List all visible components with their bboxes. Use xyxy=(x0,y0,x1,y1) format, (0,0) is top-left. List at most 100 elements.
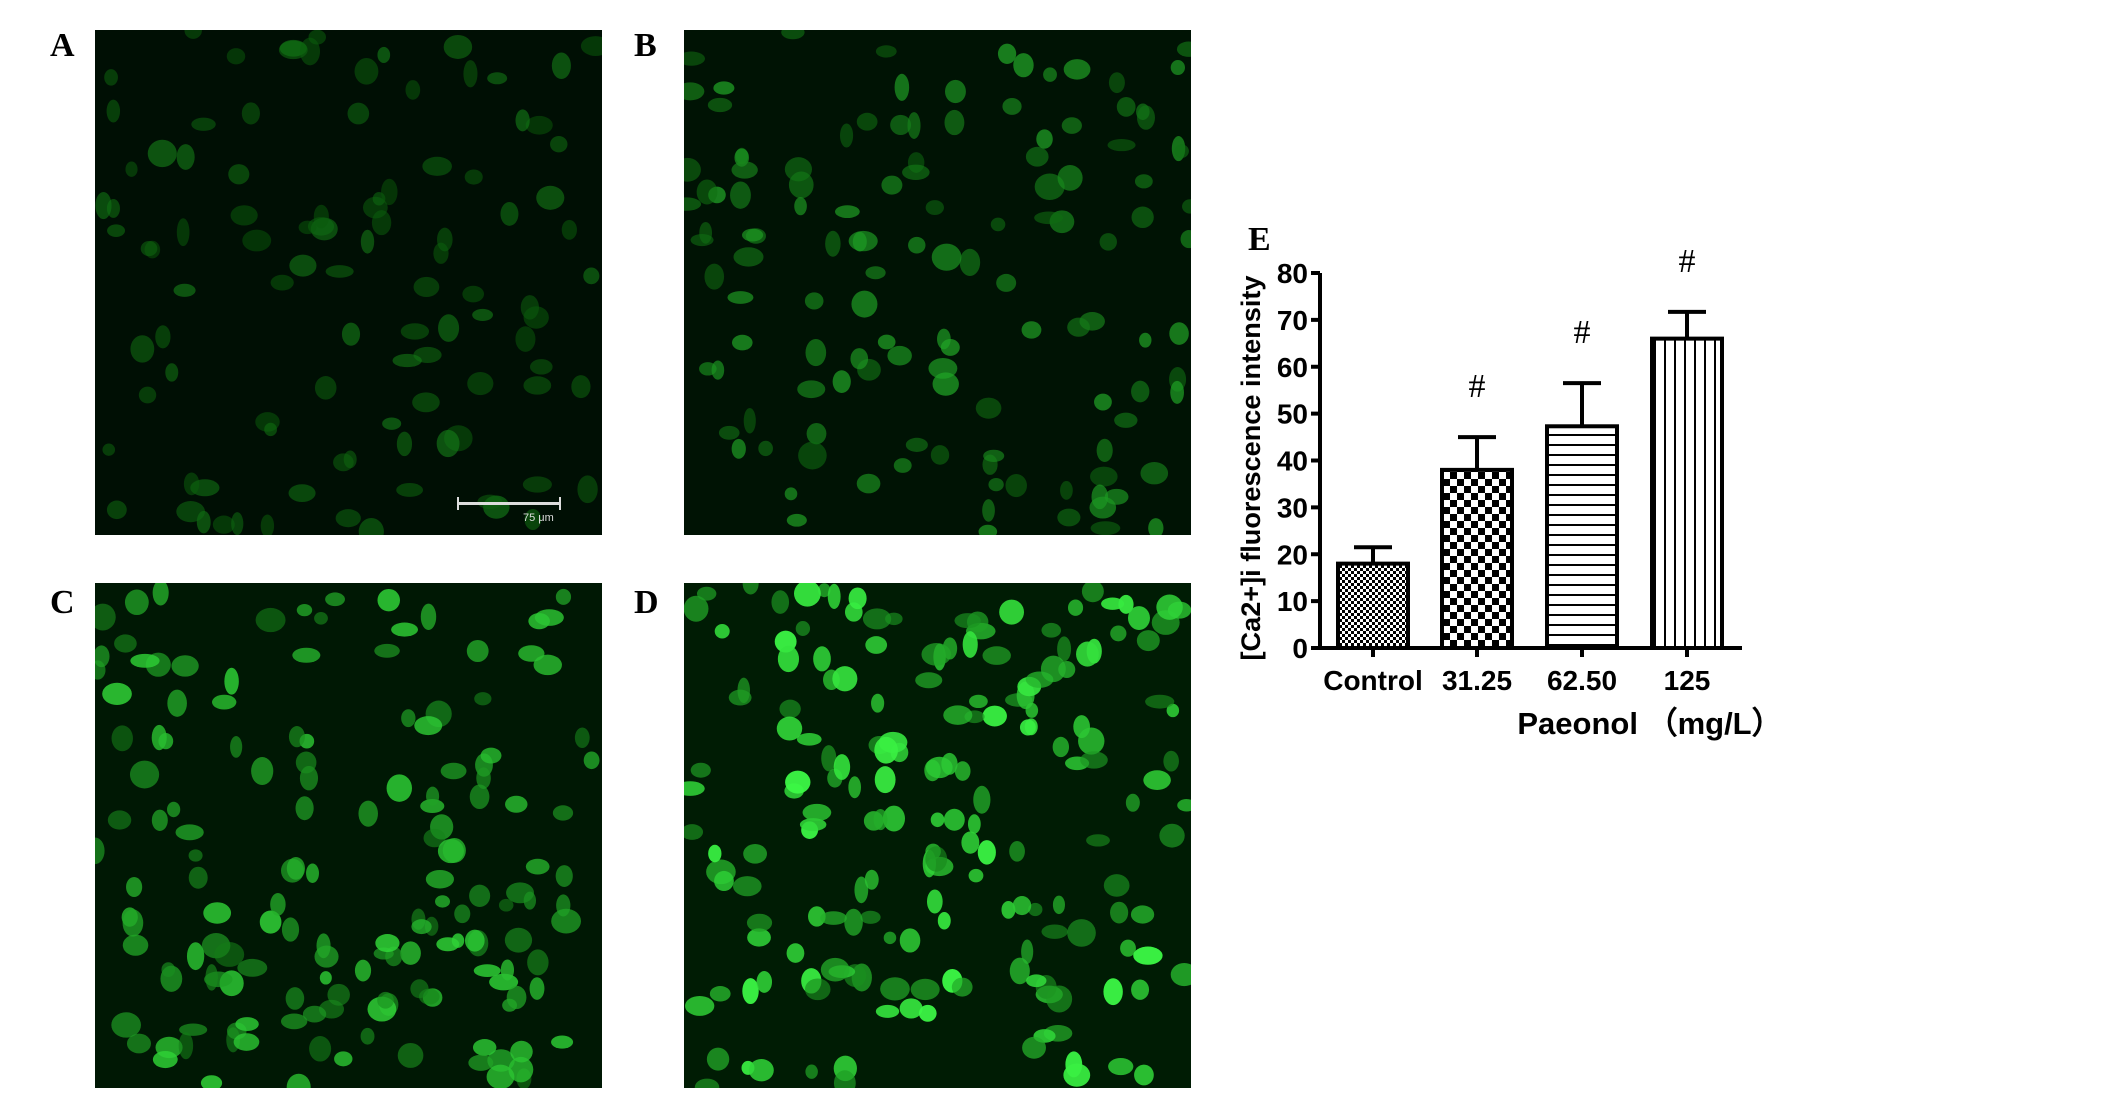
cell xyxy=(696,179,718,205)
cell xyxy=(527,949,549,976)
cell xyxy=(733,876,762,897)
cell xyxy=(1012,896,1032,916)
cell xyxy=(1099,233,1117,251)
cell xyxy=(176,501,206,523)
cell xyxy=(161,962,176,977)
cell xyxy=(684,824,704,840)
cell xyxy=(899,928,921,953)
cell xyxy=(1177,799,1191,812)
cell xyxy=(468,1054,494,1071)
cell xyxy=(882,805,906,832)
cell xyxy=(794,583,821,607)
cell xyxy=(241,102,260,125)
cell xyxy=(129,760,160,789)
y-tick-label: 0 xyxy=(1292,633,1308,664)
cell xyxy=(1133,946,1163,965)
cell xyxy=(1139,332,1152,348)
cell xyxy=(776,716,803,741)
cell xyxy=(905,437,928,452)
cell xyxy=(880,977,910,1001)
cell xyxy=(684,51,706,66)
cell xyxy=(411,919,432,935)
cell xyxy=(555,865,573,887)
x-tick-label: 125 xyxy=(1664,665,1711,696)
cell xyxy=(684,82,705,101)
bar-62.50 xyxy=(1545,424,1619,650)
cell xyxy=(873,808,888,831)
cell xyxy=(1156,594,1183,620)
cell xyxy=(1009,957,1030,985)
cell xyxy=(523,891,537,910)
cell xyxy=(848,230,878,252)
cell xyxy=(902,164,930,181)
cell xyxy=(1170,962,1191,987)
x-axis-label: Paeonol （mg/L） xyxy=(1517,706,1782,741)
cell xyxy=(231,512,244,535)
bar-chart: 0 10 20 30 40 50 60 70 80 Control 31.25 #62.50 #125 #… xyxy=(1240,243,1783,741)
cell xyxy=(298,220,317,235)
cell xyxy=(1067,317,1090,337)
cell xyxy=(551,908,582,934)
cell xyxy=(1166,703,1180,718)
cell xyxy=(200,1075,223,1088)
cell xyxy=(426,786,440,806)
cell xyxy=(1131,206,1154,229)
cell xyxy=(173,283,196,297)
cell xyxy=(400,323,430,340)
cell xyxy=(472,308,494,321)
cell xyxy=(820,911,847,925)
cell xyxy=(397,1042,424,1068)
bar-Control xyxy=(1336,561,1410,650)
cell xyxy=(983,449,1005,462)
cell xyxy=(107,224,126,238)
cell xyxy=(423,828,446,848)
cell xyxy=(743,843,768,864)
cell xyxy=(1148,518,1164,535)
cell xyxy=(184,30,202,39)
cell xyxy=(727,291,754,304)
cell xyxy=(104,69,118,86)
cell xyxy=(741,228,764,242)
cell xyxy=(126,1033,151,1054)
cell xyxy=(999,599,1025,625)
cell xyxy=(510,1040,533,1063)
cell xyxy=(731,161,758,179)
cell xyxy=(833,1070,856,1088)
cell xyxy=(874,736,898,764)
cell xyxy=(95,603,116,631)
cell xyxy=(529,359,553,375)
y-tick-label: 60 xyxy=(1277,352,1308,383)
cell xyxy=(1002,97,1022,115)
cell xyxy=(1060,481,1073,500)
cell xyxy=(515,109,530,132)
cell xyxy=(534,609,564,626)
cell xyxy=(281,917,300,942)
cell xyxy=(1163,750,1179,772)
cell xyxy=(834,205,860,219)
cell xyxy=(476,767,491,789)
cell xyxy=(111,1012,141,1038)
cell xyxy=(802,803,832,822)
cell xyxy=(122,934,149,956)
cell xyxy=(690,762,711,778)
cell xyxy=(1091,484,1109,510)
cell xyxy=(730,181,751,209)
cell xyxy=(487,72,508,85)
cell xyxy=(1041,622,1062,638)
cell xyxy=(1013,53,1034,78)
y-tick-label: 30 xyxy=(1277,492,1308,523)
cell xyxy=(327,983,350,1006)
cell xyxy=(505,795,528,813)
cell xyxy=(396,483,424,497)
panel-label-c: C xyxy=(50,584,75,621)
cell xyxy=(818,583,831,598)
cell xyxy=(251,757,274,786)
cell xyxy=(982,499,995,522)
cell xyxy=(440,762,467,780)
cell xyxy=(454,904,471,924)
cell xyxy=(827,583,841,610)
cell xyxy=(940,338,960,356)
cell xyxy=(918,1004,937,1022)
cell xyxy=(288,484,316,503)
cell xyxy=(733,247,764,267)
